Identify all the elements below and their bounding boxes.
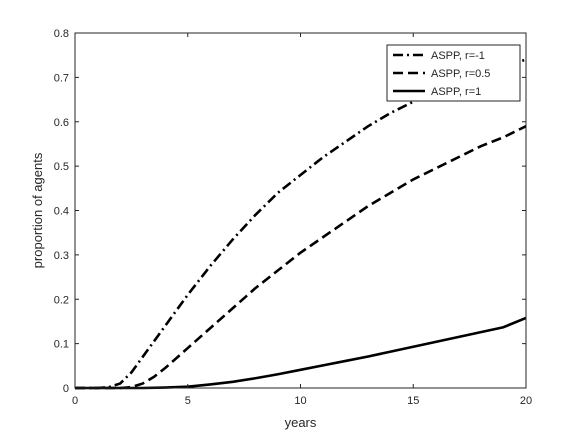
legend-label: ASPP, r=1 — [431, 86, 481, 98]
x-tick-label: 20 — [520, 395, 532, 407]
y-tick-label: 0.5 — [54, 161, 69, 173]
ticks-layer: 0 5 10 15 20 0 0.1 0.2 0.3 0.4 0.5 0.6 0.7 0.8 — [54, 28, 532, 407]
legend-label: ASPP, r=-1 — [431, 50, 485, 62]
series-line-1 — [75, 125, 527, 390]
x-tick-label: 15 — [407, 395, 419, 407]
x-tick-label: 0 — [72, 395, 78, 407]
y-tick-label: 0.3 — [54, 250, 69, 262]
y-tick-label: 0.4 — [54, 206, 69, 218]
y-tick-label: 0.2 — [54, 294, 69, 306]
y-axis-label: proportion of agents — [30, 152, 45, 268]
x-axis-label: years — [285, 415, 317, 430]
legend-label: ASPP, r=0.5 — [431, 68, 490, 80]
x-tick-label: 10 — [294, 395, 306, 407]
y-tick-label: 0 — [63, 383, 69, 395]
legend: ASPP, r=-1 ASPP, r=0.5 ASPP, r=1 — [386, 44, 521, 102]
x-tick-label: 5 — [185, 395, 191, 407]
y-tick-label: 0.6 — [54, 117, 69, 129]
y-tick-label: 0.7 — [54, 72, 69, 84]
y-tick-label: 0.1 — [54, 339, 69, 351]
y-tick-label: 0.8 — [54, 28, 69, 40]
